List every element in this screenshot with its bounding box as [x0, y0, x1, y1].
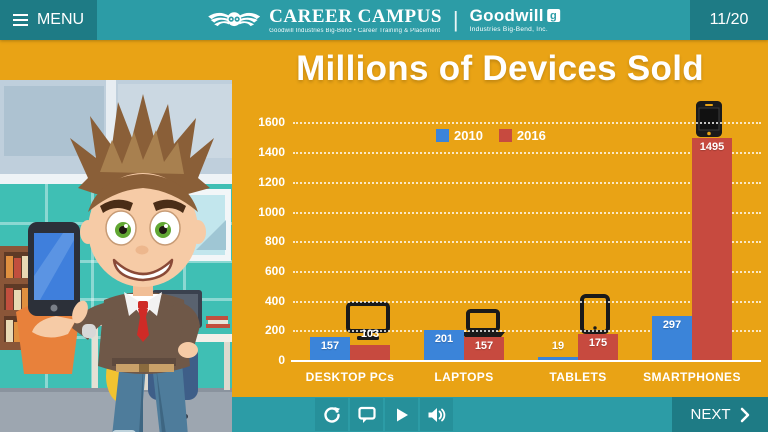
gridline [293, 300, 761, 303]
page-indicator: 11/20 [690, 0, 768, 40]
chevron-right-icon [740, 407, 749, 422]
slide-title: Millions of Devices Sold [296, 49, 704, 88]
chevron-left-icon [19, 407, 28, 422]
y-axis-label: 1400 [258, 145, 285, 160]
y-axis-label: 0 [278, 353, 285, 367]
tiled-wall [0, 184, 232, 390]
bar-value-TABLETS-2010: 19 [551, 340, 565, 353]
legend-swatch-2010 [436, 129, 449, 142]
legend-label-2010: 2010 [454, 128, 483, 143]
circular-arrow-icon [323, 406, 340, 423]
gridline [293, 181, 761, 184]
play-triangle-icon [396, 408, 408, 421]
bar-chart: 0 200 400 600 800 1000 1200 1400 1600 157 103 DESKT… [232, 40, 768, 397]
gridline [293, 211, 761, 214]
y-axis-label: 1000 [258, 204, 285, 219]
x-axis-line [291, 360, 761, 362]
y-axis-label: 1200 [258, 174, 285, 189]
slide-area: Millions of Devices Sold 2010 2016 [0, 40, 768, 432]
bar-TABLETS-2016 [578, 334, 618, 360]
orange-chair [16, 302, 80, 374]
category-label-LAPTOPS: LAPTOPS [434, 370, 494, 384]
bottom-bar: BACK [0, 397, 768, 432]
y-axis-label: 200 [264, 323, 285, 338]
chart-legend: 2010 2016 [436, 128, 546, 143]
play-button[interactable] [385, 398, 418, 431]
category-label-TABLETS: TABLETS [549, 370, 607, 384]
career-campus-wings-icon [208, 12, 261, 27]
bar-value-DESKTOP PCs-2016: 103 [360, 327, 380, 340]
bar-value-TABLETS-2016: 175 [588, 337, 608, 349]
tablet-icon [580, 294, 610, 334]
y-axis-label: 800 [264, 234, 285, 249]
bar-SMARTPHONES-2016 [692, 137, 732, 360]
hamburger-icon [12, 19, 28, 21]
career-campus-subtitle: Goodwill Industries Big-Bend • Career Tr… [269, 27, 441, 34]
replay-button[interactable] [315, 398, 348, 431]
gridline [293, 330, 761, 333]
category-label-DESKTOP PCs: DESKTOP PCs [305, 370, 395, 384]
speech-bubble-icon [357, 406, 376, 423]
brand-divider: | [452, 7, 459, 32]
next-label: NEXT [690, 406, 731, 423]
bar-DESKTOP PCs-2016 [350, 344, 390, 360]
bar-value-LAPTOPS-2016: 157 [474, 339, 494, 352]
bar-value-LAPTOPS-2010: 201 [434, 333, 454, 346]
transcript-button[interactable] [350, 398, 383, 431]
y-axis-label: 1600 [258, 115, 285, 130]
gridline [293, 122, 761, 125]
gridline [293, 152, 761, 155]
gridline [293, 270, 761, 273]
back-button[interactable]: BACK [0, 397, 97, 432]
bar-DESKTOP PCs-2010 [310, 336, 350, 360]
laptop-icon [461, 309, 505, 337]
bookshelf [0, 246, 62, 350]
gridline [293, 241, 761, 244]
goodwill-subtitle: Industries Big-Bend, Inc. [469, 26, 548, 33]
goodwill-g-icon: g [546, 9, 560, 22]
menu-label: MENU [36, 11, 85, 28]
chart-panel: Millions of Devices Sold 2010 2016 [232, 40, 768, 397]
bar-TABLETS-2010 [538, 357, 578, 360]
bar-LAPTOPS-2016 [464, 336, 504, 360]
brand-logo: CAREER CAMPUS Goodwill Industries Big-Be… [208, 0, 560, 40]
category-label-SMARTPHONES: SMARTPHONES [643, 370, 741, 384]
volume-button[interactable] [420, 398, 453, 431]
player-controls [315, 398, 453, 431]
bar-value-SMARTPHONES-2016: 1495 [699, 140, 725, 153]
office-wall [0, 80, 232, 184]
bar-value-DESKTOP PCs-2010: 157 [320, 339, 340, 352]
smartphone-icon [696, 101, 722, 137]
speaker-icon [428, 407, 446, 422]
goodwill-title: Goodwill [469, 6, 544, 25]
career-campus-title: CAREER CAMPUS [269, 5, 442, 27]
next-button[interactable]: NEXT [672, 397, 768, 432]
bar-SMARTPHONES-2010 [652, 315, 692, 360]
phone-in-hand [28, 222, 96, 338]
legend-label-2016: 2016 [516, 128, 546, 143]
y-axis-label: 400 [264, 293, 285, 308]
table [86, 318, 174, 326]
window [139, 189, 231, 261]
legend-item-2010: 2010 [436, 128, 483, 143]
top-bar: MENU [0, 0, 768, 40]
character-illustration [0, 80, 232, 432]
bar-LAPTOPS-2010 [424, 330, 464, 360]
legend-item-2016: 2016 [498, 128, 546, 143]
cartoon-character [28, 94, 214, 432]
menu-button[interactable]: MENU [0, 0, 97, 40]
bar-value-SMARTPHONES-2010: 297 [662, 318, 682, 331]
y-axis-label: 600 [264, 263, 285, 278]
legend-swatch-2016 [498, 129, 512, 142]
back-label: BACK [37, 406, 79, 423]
